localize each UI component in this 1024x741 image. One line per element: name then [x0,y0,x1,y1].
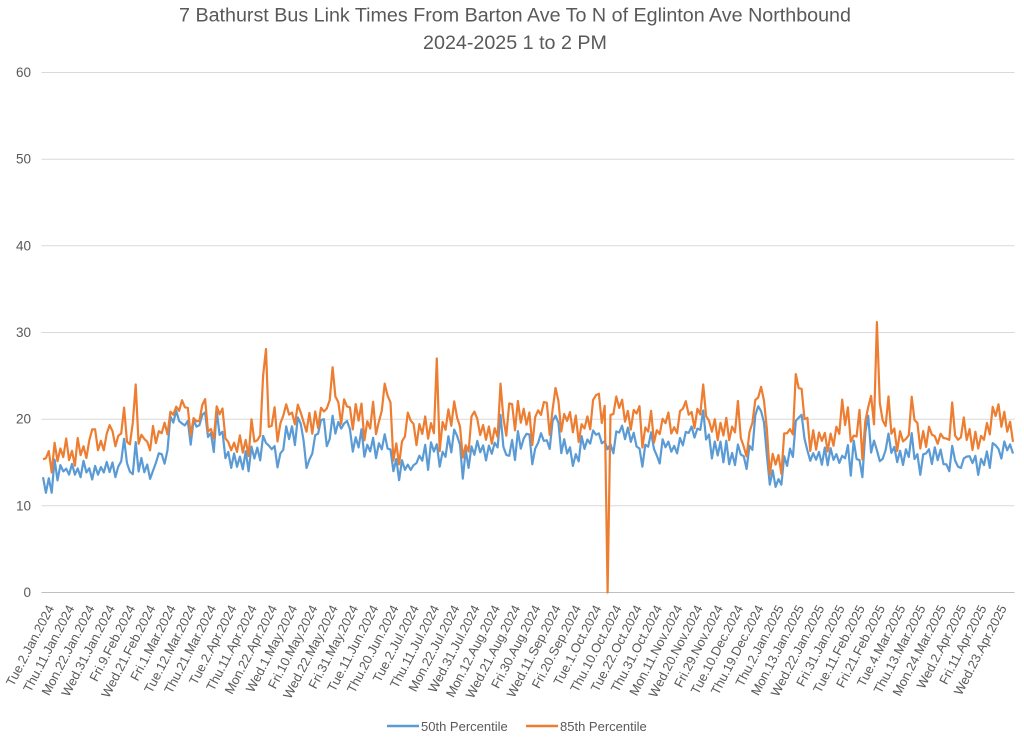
svg-text:7 Bathurst Bus Link Times From: 7 Bathurst Bus Link Times From Barton Av… [179,5,851,27]
svg-text:50: 50 [16,152,31,167]
svg-text:2024-2025 1 to 2 PM: 2024-2025 1 to 2 PM [423,32,607,54]
svg-text:10: 10 [16,498,31,513]
svg-text:85th Percentile: 85th Percentile [560,719,647,734]
svg-text:40: 40 [16,238,31,253]
svg-text:20: 20 [16,412,31,427]
svg-text:0: 0 [23,585,31,600]
svg-text:30: 30 [16,325,31,340]
svg-text:50th Percentile: 50th Percentile [421,719,508,734]
svg-text:60: 60 [16,65,31,80]
